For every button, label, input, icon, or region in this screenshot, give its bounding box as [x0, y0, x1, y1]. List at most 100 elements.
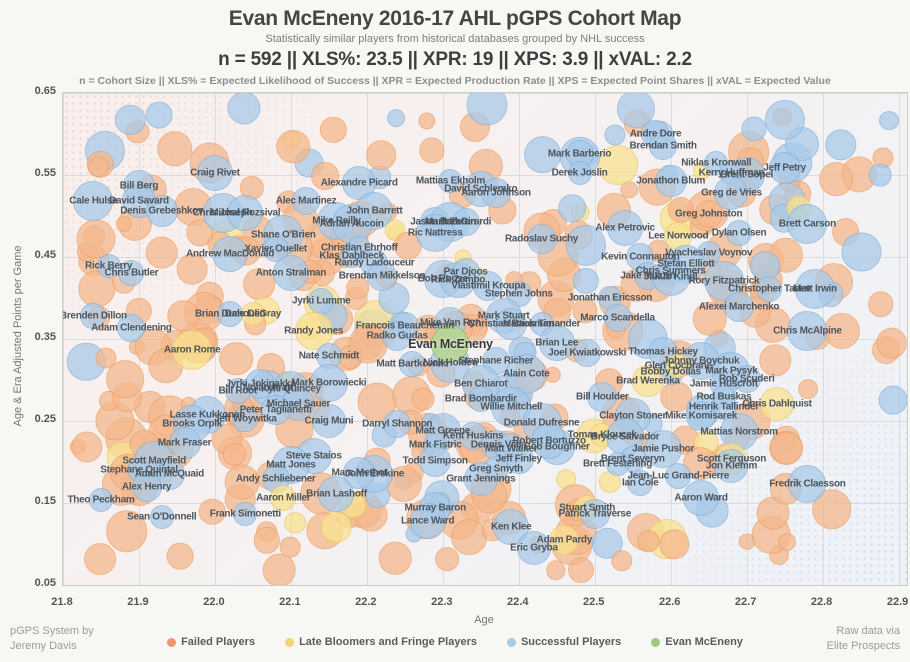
legend-label: Evan McEneny — [665, 636, 743, 648]
cohort-bubble — [219, 341, 254, 376]
player-label: Darryl Shannon — [362, 418, 433, 430]
player-label: Radko Gudas — [366, 330, 428, 342]
cohort-bubble — [166, 543, 194, 570]
cohort-bubble — [572, 298, 598, 324]
chart-subtitle: Statistically similar players from histo… — [265, 33, 645, 45]
player-label: Grant Jennings — [446, 473, 516, 485]
cohort-bubble — [692, 301, 728, 336]
cohort-bubble — [345, 276, 370, 300]
player-dot — [311, 404, 346, 438]
player-label: Kevin Connauton — [601, 251, 680, 263]
cohort-bubble — [320, 116, 347, 143]
player-label: Lee Norwood — [648, 230, 709, 242]
stats-definitions-line: n = Cohort Size || XLS% = Expected Likel… — [79, 75, 831, 87]
player-dot — [232, 406, 259, 433]
cohort-bubble — [741, 116, 767, 142]
player-label: Alexandre Picard — [320, 177, 398, 189]
player-label: Jake Muzzin — [620, 270, 676, 282]
cohort-bubble — [348, 324, 388, 364]
player-label: Brenden Dillon — [62, 310, 127, 322]
player-label: Willie Mitchell — [480, 401, 542, 413]
player-dot — [308, 288, 335, 315]
player-dot — [367, 260, 398, 291]
player-label: Dan Girardi — [439, 216, 492, 228]
player-label: Brad Werenka — [616, 375, 680, 387]
legend: Failed Players Late Bloomers and Fringe … — [0, 636, 910, 648]
cohort-bubble — [451, 519, 488, 555]
cohort-bubble — [243, 267, 276, 300]
player-label: Niklas Kronwall — [681, 157, 752, 169]
player-dot — [795, 268, 835, 309]
player-dot — [382, 320, 413, 351]
player-label: Lance Ward — [400, 515, 455, 527]
cohort-bubble — [84, 543, 117, 576]
player-label: Aaron Miller — [256, 492, 311, 504]
player-label: Vlastimil Kroupa — [451, 280, 526, 292]
player-label: Bryce Salvador — [590, 431, 660, 443]
player-label: Brent Sopel — [720, 169, 774, 181]
player-label: Rory Fitzpatrick — [688, 275, 760, 287]
player-label: Anton Stralman — [255, 267, 327, 279]
cohort-bubble — [419, 137, 445, 164]
credit-right-line1: Raw data via — [836, 625, 900, 637]
player-dot — [96, 254, 121, 279]
player-label: David Schlemko — [444, 183, 518, 195]
cohort-bubble — [572, 267, 600, 294]
cohort-bubble — [263, 553, 296, 585]
legend-label: Failed Players — [181, 636, 256, 648]
player-label: Frank Simonetti — [209, 508, 281, 520]
player-label: Greg de Vries — [701, 187, 762, 199]
x-tick-label: 22.5 — [583, 596, 605, 608]
cohort-bubble — [604, 124, 626, 146]
legend-item-successful: Successful Players — [506, 636, 622, 648]
player-label: Marc Methot — [331, 467, 388, 479]
player-dot — [309, 364, 348, 403]
player-label: Christian Backman — [468, 318, 554, 330]
player-label: Lasse Kukkonen — [169, 409, 246, 421]
y-tick-label: 0.25 — [34, 413, 56, 425]
player-label: Kerry Huffman — [698, 167, 765, 179]
player-dot — [145, 195, 178, 228]
player-label: Michael Sauer — [266, 398, 331, 410]
player-label: Nolan Pratt — [243, 382, 294, 394]
cohort-bubble — [759, 344, 791, 376]
player-label: Mark Fistric — [408, 439, 462, 451]
page-title: Evan McEneny 2016-17 AHL pGPS Cohort Map — [228, 7, 682, 30]
player-dot — [272, 255, 309, 292]
cohort-bubble — [841, 232, 881, 272]
cohort-bubble — [115, 104, 146, 136]
cohort-bubble — [227, 93, 261, 125]
player-label: Kent Huskins — [443, 430, 504, 442]
player-dot — [196, 155, 233, 192]
x-tick-label: 22.3 — [431, 596, 453, 608]
subject-dot — [431, 324, 470, 363]
cohort-bubble — [819, 162, 854, 196]
player-label: Matt Irwin — [793, 283, 837, 295]
player-label: Jonathan Ericsson — [567, 292, 653, 304]
player-dot — [473, 270, 504, 301]
late-bloomer-dot-icon — [285, 637, 295, 647]
cohort-bubble — [176, 253, 208, 285]
player-label: Chris Dahlquist — [742, 398, 812, 410]
player-label: Christopher Tanev — [728, 283, 811, 295]
y-tick-label: 0.65 — [34, 85, 56, 97]
player-label: Mark Barberio — [547, 148, 612, 160]
player-label: Rick Zombo — [430, 274, 486, 286]
cohort-bubble — [659, 529, 689, 559]
y-tick-label: 0.35 — [34, 331, 56, 343]
player-label: Dylan Olsen — [711, 227, 767, 239]
player-label: Robert Bortuzzo — [512, 435, 587, 447]
x-tick-label: 22.2 — [355, 596, 377, 608]
player-label: Ian Cole — [622, 477, 659, 489]
player-label: Bill Houlder — [576, 391, 629, 403]
cohort-bubble — [284, 511, 306, 534]
player-dot — [73, 181, 114, 222]
player-label: Nate Schmidt — [298, 350, 360, 362]
player-label: Francois Beauchemin — [355, 320, 455, 332]
legend-label: Successful Players — [520, 636, 622, 648]
player-dot — [526, 223, 557, 254]
player-dot — [787, 310, 828, 351]
cohort-bubble — [418, 112, 436, 130]
player-label: Scott Mayfield — [122, 455, 186, 467]
cohort-bubble — [411, 387, 435, 411]
